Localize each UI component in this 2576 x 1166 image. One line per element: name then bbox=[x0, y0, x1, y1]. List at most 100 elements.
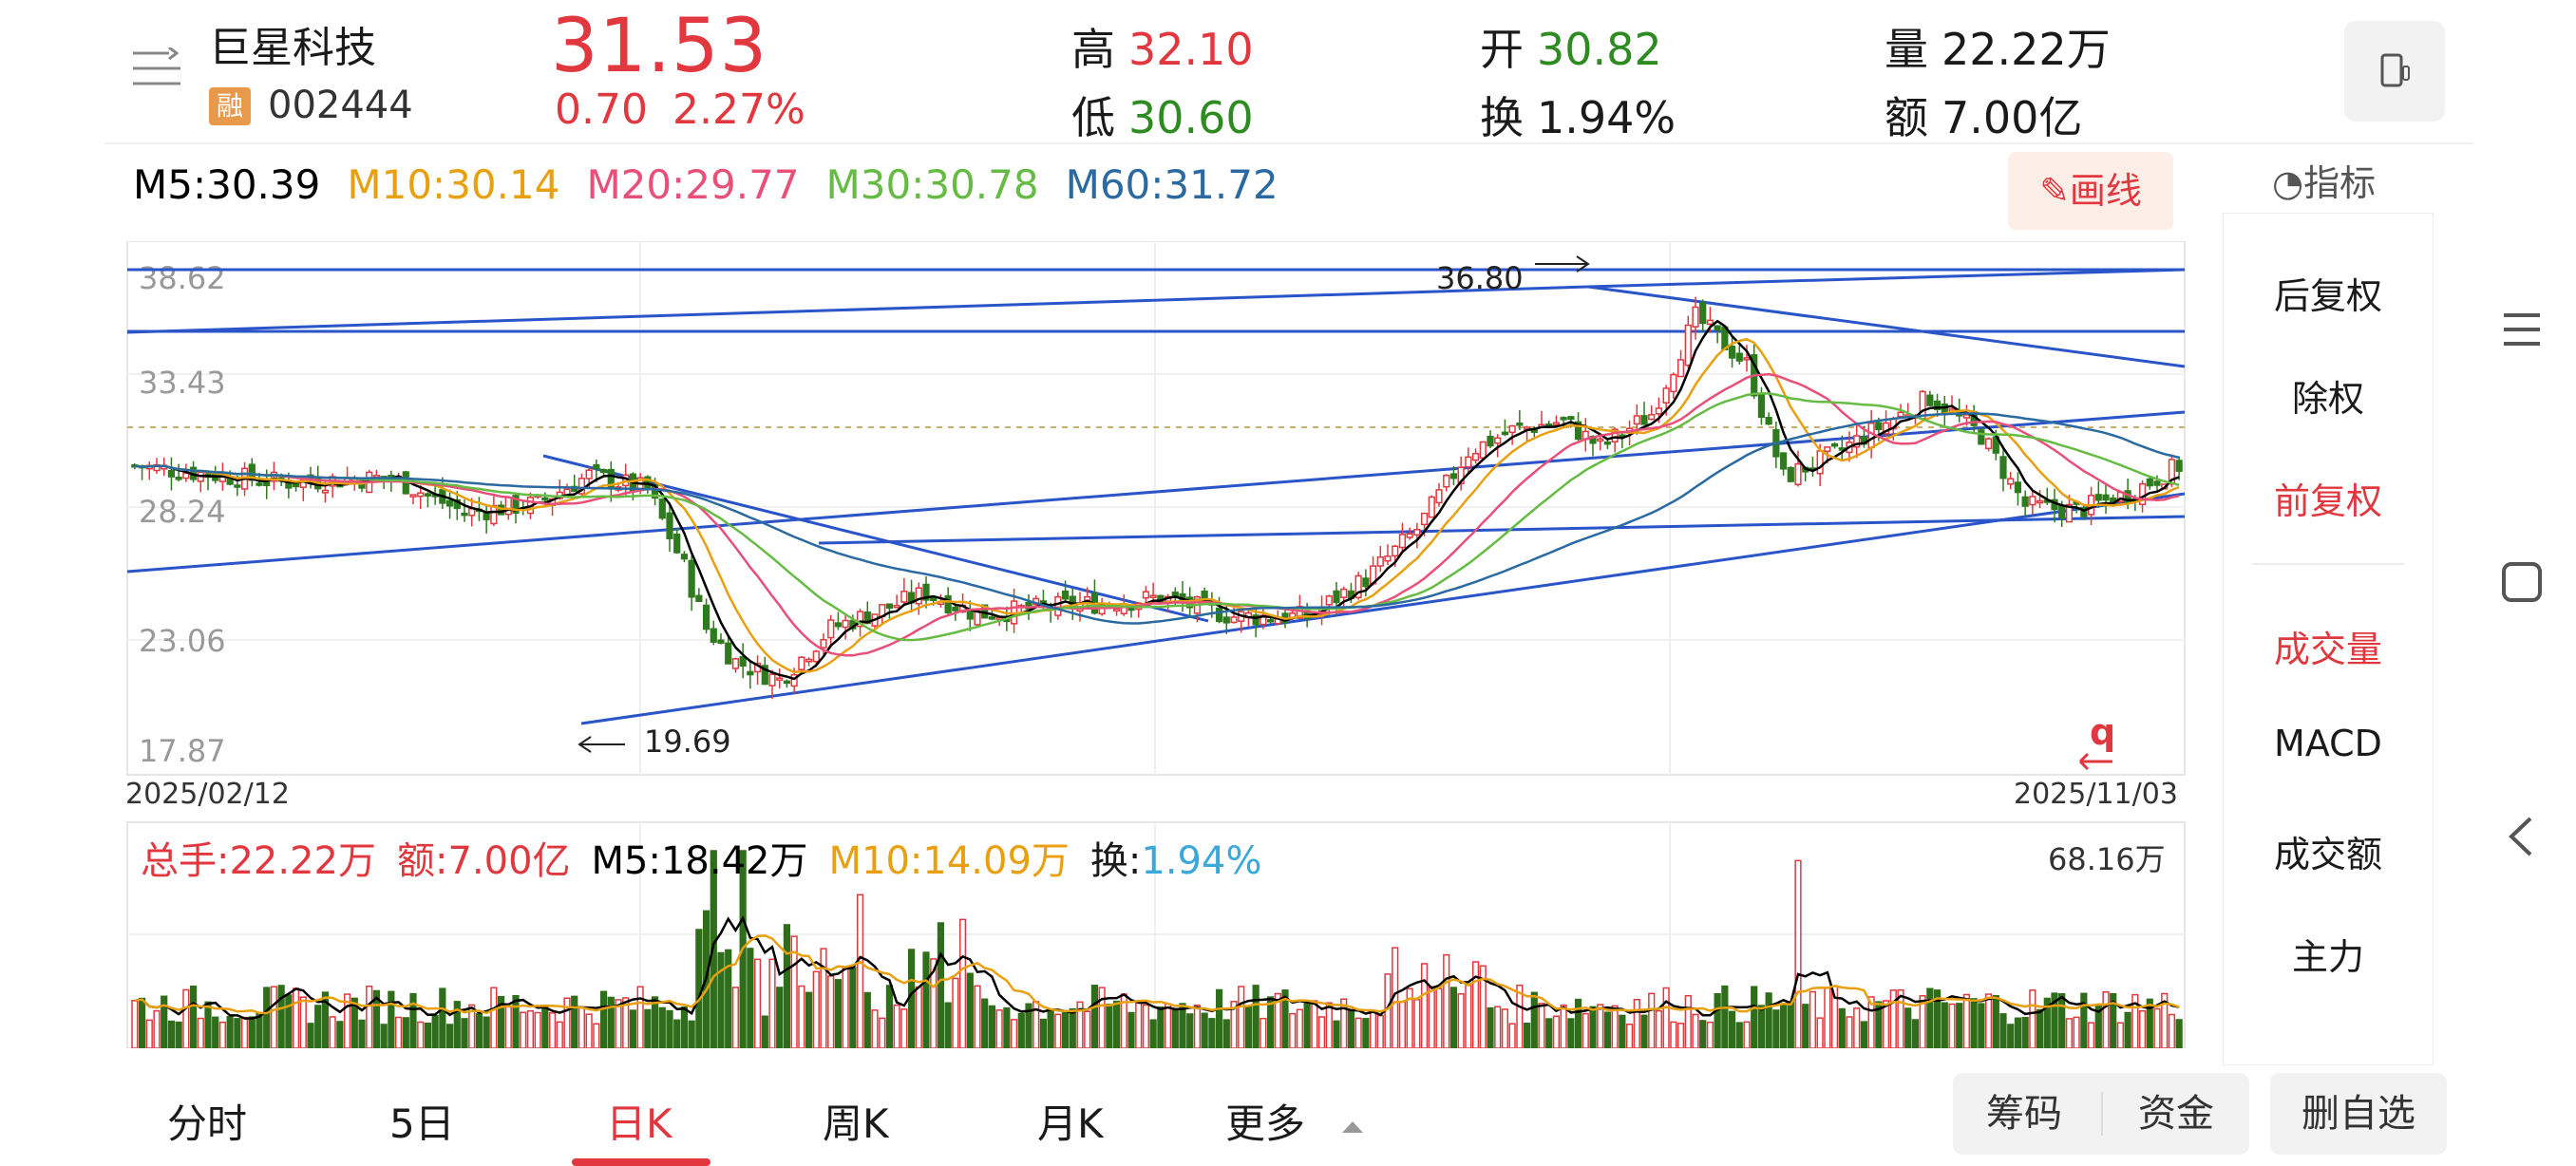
ma30-line bbox=[134, 392, 2180, 642]
volume-bar bbox=[1303, 1003, 1311, 1048]
candle-body bbox=[1757, 393, 1766, 419]
volume-indicator-option[interactable]: 成交量 bbox=[2273, 629, 2382, 670]
volume-bar bbox=[1084, 1010, 1091, 1048]
volume-bar bbox=[1494, 1006, 1502, 1048]
nav-menu-icon[interactable] bbox=[2498, 306, 2546, 353]
chips-button[interactable]: 筹码 bbox=[1986, 1092, 2062, 1136]
current-price: 31.53 bbox=[551, 4, 768, 89]
pre-adjust-option[interactable]: 前复权 bbox=[2273, 480, 2382, 522]
amount-indicator-option[interactable]: 成交额 bbox=[2273, 834, 2382, 875]
volume-bar bbox=[1047, 1008, 1054, 1048]
volume-bar bbox=[256, 1012, 263, 1048]
menu-icon[interactable] bbox=[131, 47, 182, 95]
candle-body bbox=[1398, 534, 1407, 549]
candle-body bbox=[1560, 417, 1567, 421]
volume-bar bbox=[138, 997, 146, 1048]
volume-bar bbox=[2102, 991, 2110, 1048]
volume-bar bbox=[1215, 988, 1223, 1048]
volume-bar bbox=[1692, 1013, 1699, 1048]
volume-bar bbox=[879, 1017, 886, 1048]
volume-bar bbox=[1413, 999, 1421, 1048]
candle-body bbox=[1670, 373, 1677, 393]
volume-bar bbox=[1428, 986, 1435, 1048]
candle-body bbox=[599, 468, 608, 474]
volume-bar bbox=[937, 922, 945, 1048]
candle-body bbox=[2007, 478, 2015, 485]
ex-rights-option[interactable]: 除权 bbox=[2291, 378, 2364, 420]
volume-bar bbox=[1252, 985, 1260, 1048]
candle-body bbox=[1574, 421, 1582, 441]
candle-body bbox=[321, 489, 330, 494]
tab-weekly-k[interactable]: 周K bbox=[823, 1100, 889, 1147]
volume-bar bbox=[1962, 993, 1971, 1048]
indicator-button[interactable]: ◔指标 bbox=[2272, 154, 2376, 206]
volume-bar bbox=[1164, 1003, 1172, 1048]
low-arrow-icon bbox=[578, 736, 625, 753]
volume-bar bbox=[563, 997, 571, 1048]
main-force-indicator-option[interactable]: 主力 bbox=[2291, 936, 2364, 978]
candle-body bbox=[666, 512, 673, 539]
ma5-label: M5:30.39 bbox=[133, 161, 321, 208]
funds-button[interactable]: 资金 bbox=[2138, 1092, 2214, 1136]
candle-body bbox=[739, 655, 747, 668]
volume-ma10-line bbox=[134, 934, 2180, 1015]
volume-bar bbox=[571, 995, 578, 1048]
volume-bar bbox=[1010, 1019, 1018, 1048]
volume-bar bbox=[1222, 1019, 1230, 1048]
button-divider bbox=[2101, 1092, 2103, 1136]
candle-body bbox=[256, 482, 263, 486]
tab-5day[interactable]: 5日 bbox=[389, 1100, 455, 1147]
volume-bar bbox=[1721, 985, 1729, 1048]
tab-daily-k[interactable]: 日K bbox=[606, 1100, 672, 1147]
post-adjust-option[interactable]: 后复权 bbox=[2273, 275, 2382, 317]
ma60-line bbox=[134, 412, 2180, 625]
tab-monthly-k[interactable]: 月K bbox=[1037, 1100, 1104, 1147]
candle-body bbox=[768, 673, 776, 686]
volume-bar bbox=[1457, 993, 1465, 1048]
volume-bar bbox=[1340, 998, 1348, 1048]
candle-body bbox=[1926, 394, 1934, 406]
draw-line-button[interactable]: ✎画线 bbox=[2008, 152, 2173, 230]
nav-home-icon[interactable] bbox=[2498, 558, 2546, 606]
volume-bar bbox=[240, 1016, 249, 1048]
candle-body bbox=[966, 610, 974, 620]
volume-bar bbox=[1449, 987, 1458, 1048]
volume-bar bbox=[445, 1024, 454, 1048]
tab-more[interactable]: 更多 bbox=[1225, 1092, 1367, 1150]
candle-body bbox=[820, 638, 827, 649]
volume-bar bbox=[431, 1015, 439, 1048]
kline-chart[interactable]: 38.62 33.43 28.24 23.06 17.87 36.80 19.6… bbox=[125, 241, 2187, 1048]
return-arrow-icon[interactable] bbox=[2078, 752, 2112, 771]
candle-body bbox=[2146, 478, 2153, 487]
volume-bar bbox=[1039, 1018, 1048, 1048]
volume-bar bbox=[1061, 1009, 1070, 1048]
volume-bar bbox=[526, 1009, 535, 1048]
volume-bar bbox=[871, 1009, 879, 1048]
volume-bar bbox=[805, 991, 813, 1048]
volume-bar bbox=[131, 1000, 139, 1048]
y-tick-label: 33.43 bbox=[139, 365, 226, 401]
landscape-toggle-button[interactable] bbox=[2344, 21, 2445, 122]
candle-body bbox=[2014, 481, 2022, 494]
candle-body bbox=[1149, 594, 1157, 598]
volume-bar bbox=[644, 1008, 652, 1048]
volume-bar bbox=[798, 985, 805, 1048]
volume-bar bbox=[1106, 1003, 1113, 1048]
remove-watchlist-button[interactable]: 删自选 bbox=[2270, 1073, 2447, 1155]
candle-body bbox=[1054, 595, 1062, 616]
candle-body bbox=[1230, 616, 1238, 624]
candle-body bbox=[915, 587, 922, 605]
stat-volume-label: 量 bbox=[1885, 24, 1928, 75]
ma30-label: M30:30.78 bbox=[825, 161, 1039, 208]
volume-bar bbox=[1560, 1004, 1567, 1048]
macd-indicator-option[interactable]: MACD bbox=[2274, 723, 2382, 764]
volume-bar bbox=[424, 1022, 432, 1048]
volume-bar bbox=[1670, 1021, 1677, 1048]
volume-bar bbox=[1597, 1004, 1604, 1048]
stat-low: 低 30.60 bbox=[1071, 84, 1254, 146]
volume-bar bbox=[1076, 1001, 1084, 1048]
tab-intraday[interactable]: 分时 bbox=[167, 1100, 248, 1147]
volume-bar bbox=[490, 987, 498, 1048]
nav-back-icon[interactable] bbox=[2498, 813, 2546, 860]
volume-bar bbox=[204, 1001, 212, 1048]
